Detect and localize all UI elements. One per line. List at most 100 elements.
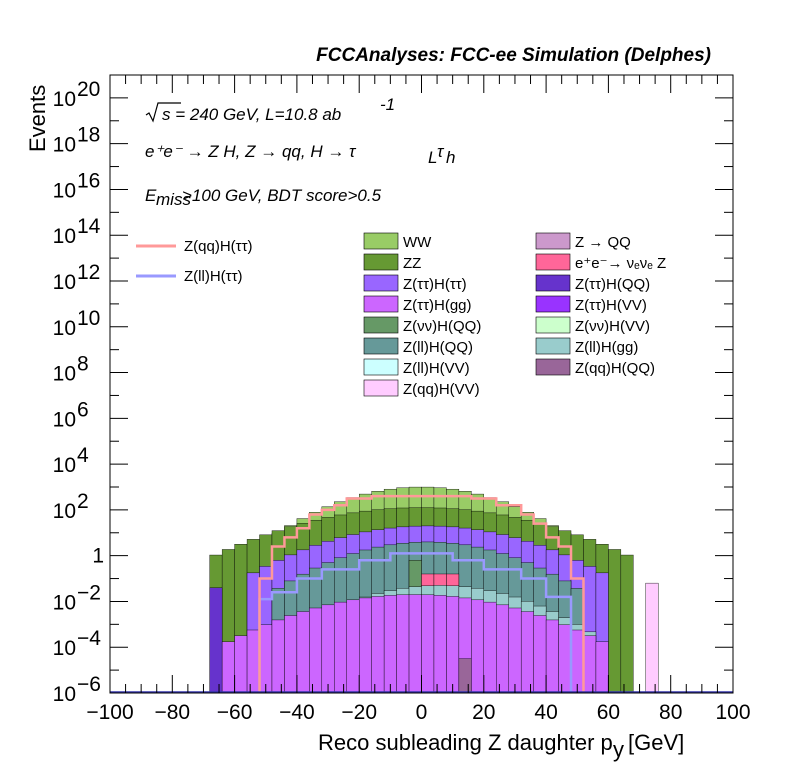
x-tick-label: 100 xyxy=(715,701,750,724)
histogram-bar xyxy=(371,596,385,694)
histogram-bar xyxy=(533,615,547,694)
y-tick-label-exponent: 8 xyxy=(77,353,89,376)
histogram-bar xyxy=(471,599,484,694)
legend-box-label: Z(ττ)H(gg) xyxy=(403,297,472,314)
legend-box-label: Z(ll)H(gg) xyxy=(575,339,638,356)
legend-box-swatch xyxy=(535,316,571,334)
histogram-bar xyxy=(620,554,634,694)
y-tick-label: 10 xyxy=(53,683,76,706)
legend-box-swatch xyxy=(363,232,399,250)
legend-box-label: WW xyxy=(403,234,432,251)
legend-box-swatch xyxy=(363,295,399,313)
histogram-bar xyxy=(408,594,422,694)
x-tick-label: −100 xyxy=(86,701,133,724)
legend-box-label: Z → QQ xyxy=(575,234,631,251)
y-axis-label: Events xyxy=(25,85,50,152)
y-tick-label: 1 xyxy=(92,545,104,568)
y-tick-label-exponent: −2 xyxy=(77,581,101,604)
y-tick-label: 10 xyxy=(53,363,76,386)
x-tick-label: −40 xyxy=(279,701,315,724)
histogram-bar xyxy=(346,599,360,694)
x-axis-label: Reco subleading Z daughter p y [GeV] xyxy=(318,730,684,762)
legend-box-label: ZZ xyxy=(403,255,421,272)
legend-line-label: Z(ll)H(ττ) xyxy=(184,268,243,285)
legend-box-swatch xyxy=(363,253,399,271)
histogram-bar xyxy=(209,587,223,694)
legend-box-swatch xyxy=(363,358,399,376)
annotation-process-text: e⁺e⁻ → Z H, Z → qq, H → τ xyxy=(145,142,357,161)
y-tick-label: 10 xyxy=(53,179,76,202)
histogram-bar xyxy=(296,611,310,694)
histogram-bar xyxy=(595,641,609,694)
legend-box-label: Z(qq)H(QQ) xyxy=(575,360,655,377)
sqrt-symbol xyxy=(145,102,181,123)
histogram-bar xyxy=(359,597,372,694)
histogram-bar xyxy=(246,629,260,694)
histogram-bar xyxy=(520,611,534,694)
chart-title: FCCAnalyses: FCC-ee Simulation (Delphes) xyxy=(316,45,711,66)
histogram-bar xyxy=(334,601,347,694)
annotation-process-sub2: h xyxy=(446,148,455,167)
histogram-bar xyxy=(271,619,285,694)
x-tick-label: 80 xyxy=(659,701,682,724)
histogram-bar xyxy=(608,549,622,694)
stack-layer xyxy=(645,582,659,694)
x-axis-label-text: Reco subleading Z daughter p xyxy=(318,730,613,755)
y-tick-label-exponent: 20 xyxy=(77,78,100,101)
histogram-bar xyxy=(383,595,397,694)
y-tick-label: 10 xyxy=(53,408,76,431)
y-tick-label: 10 xyxy=(53,134,76,157)
histogram-bar xyxy=(284,615,298,694)
legend-box-label: Z(ττ)H(QQ) xyxy=(575,276,650,293)
y-tick-label-exponent: −4 xyxy=(77,627,101,650)
x-axis-label-unit: [GeV] xyxy=(628,730,684,755)
legend-box-label: Z(ll)H(VV) xyxy=(403,360,470,377)
y-tick-label-exponent: 4 xyxy=(77,444,89,467)
y-tick-label: 10 xyxy=(53,454,76,477)
annotation-process-tau2: τ xyxy=(437,142,445,161)
annotation-cut-sub: miss xyxy=(156,190,191,209)
histogram-bar xyxy=(458,658,472,694)
y-tick-label-exponent: −6 xyxy=(77,673,101,696)
signal-line-zqq xyxy=(258,494,585,693)
y-tick-label-exponent: 2 xyxy=(77,490,89,513)
histogram-bar xyxy=(508,607,522,694)
y-tick-label: 10 xyxy=(53,637,76,660)
y-tick-label: 10 xyxy=(53,591,76,614)
legend-line-label: Z(qq)H(ττ) xyxy=(184,238,253,255)
legend-box-label: Z(ττ)H(ττ) xyxy=(403,276,467,293)
histogram-bar xyxy=(259,624,273,694)
annotation-lumi-sup: -1 xyxy=(380,95,395,114)
histogram-bar xyxy=(645,582,659,694)
histogram-bar xyxy=(545,619,559,694)
histogram-bar xyxy=(421,594,435,694)
legend-box-label: Z(νν)H(QQ) xyxy=(403,318,481,335)
legend-box-swatch xyxy=(535,337,571,355)
annotation-energy-text: s = 240 GeV, L=10.8 ab xyxy=(162,105,341,124)
annotation-process-sub1: L xyxy=(428,148,437,167)
histogram-bar xyxy=(433,595,447,694)
annotation-cuts: E miss >100 GeV, BDT score>0.5 xyxy=(145,186,382,209)
y-tick-label: 10 xyxy=(53,88,76,111)
legend-box-swatch xyxy=(363,379,399,397)
y-tick-label: 10 xyxy=(53,317,76,340)
y-tick-label-exponent: 10 xyxy=(77,307,100,330)
legend-box-swatch xyxy=(535,274,571,292)
y-tick-label-exponent: 14 xyxy=(77,215,101,238)
histogram-bar xyxy=(396,594,410,694)
y-tick-label: 10 xyxy=(53,225,76,248)
histogram-bar xyxy=(234,635,248,694)
annotation-cut-e: E xyxy=(145,186,157,205)
stack-layer xyxy=(209,587,223,694)
legend-boxes: WW ZZ Z(ττ)H(ττ) Z(ττ)H(gg) Z(νν)H(QQ) Z(ll)H… xyxy=(363,232,666,398)
legend-box-swatch xyxy=(363,316,399,334)
x-tick-label: −60 xyxy=(217,701,253,724)
x-tick-label: 20 xyxy=(472,701,495,724)
y-tick-label: 10 xyxy=(53,500,76,523)
annotation-process: e⁺e⁻ → Z H, Z → qq, H → τ L τ h xyxy=(145,142,455,167)
histogram-bar xyxy=(446,596,460,694)
y-tick-label-exponent: 12 xyxy=(77,261,100,284)
signal-line-zll xyxy=(258,552,573,693)
